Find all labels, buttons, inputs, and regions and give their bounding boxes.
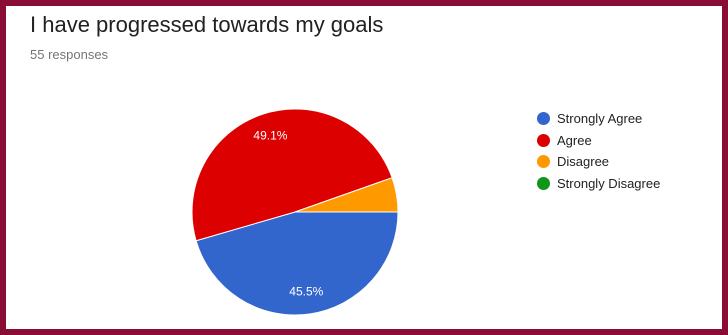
legend-item-agree: Agree xyxy=(537,130,660,152)
chart-card: I have progressed towards my goals 55 re… xyxy=(6,6,722,329)
pie-slice-agree xyxy=(191,108,393,242)
response-count: 55 responses xyxy=(30,47,109,62)
pie-slice-disagree xyxy=(294,177,399,213)
legend-item-strongly-agree: Strongly Agree xyxy=(537,108,660,130)
legend-item-disagree: Disagree xyxy=(537,151,660,173)
legend-label-strongly-agree: Strongly Agree xyxy=(557,111,643,127)
legend-label-agree: Agree xyxy=(557,132,592,148)
legend-swatch-strongly-agree xyxy=(537,112,550,126)
pie-chart: 45.5% 49.1% xyxy=(191,108,399,316)
legend-label-disagree: Disagree xyxy=(557,154,610,170)
legend-swatch-disagree xyxy=(537,155,550,169)
legend-swatch-strongly-disagree xyxy=(537,176,550,190)
chart-legend: Strongly Agree Agree Disagree Strongly D… xyxy=(537,108,660,194)
pie-slice-strongly-agree xyxy=(195,211,399,316)
legend-item-strongly-disagree: Strongly Disagree xyxy=(537,173,660,195)
chart-title: I have progressed towards my goals xyxy=(30,12,384,37)
legend-label-strongly-disagree: Strongly Disagree xyxy=(557,175,661,191)
legend-swatch-agree xyxy=(537,133,550,147)
pie-label-agree: 49.1% xyxy=(253,129,287,143)
pie-label-strongly-agree: 45.5% xyxy=(289,285,323,299)
